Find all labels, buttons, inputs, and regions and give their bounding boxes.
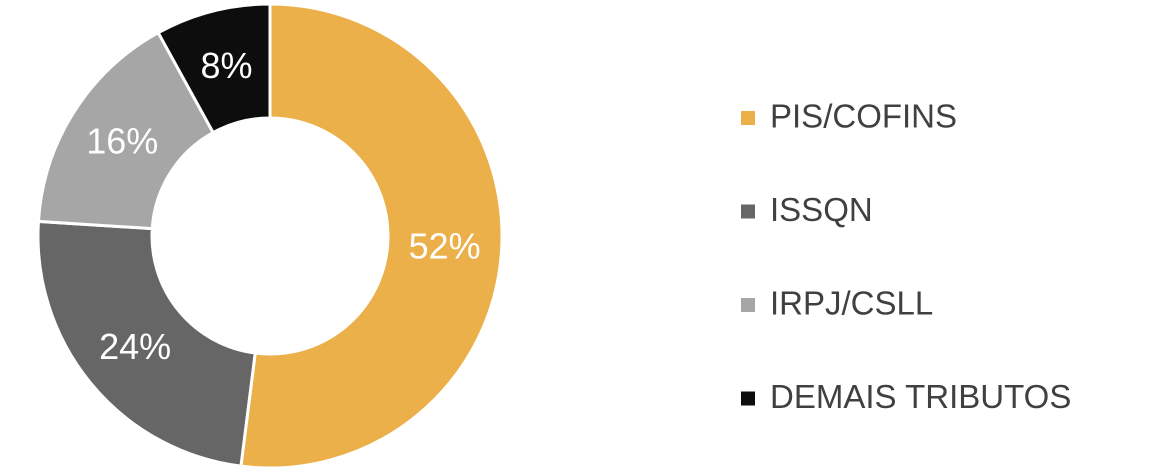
- legend-label: IRPJ/CSLL: [770, 285, 933, 322]
- donut-slice: [36, 30, 216, 231]
- donut-slice: [156, 2, 272, 135]
- value-label: 24%: [99, 326, 171, 367]
- legend-swatch: [741, 111, 755, 125]
- legend-label: PIS/COFINS: [770, 98, 957, 135]
- legend-swatch: [741, 391, 755, 406]
- donut-slice: [36, 219, 257, 468]
- legend-swatch: [741, 204, 755, 219]
- legend-label: ISSQN: [770, 191, 873, 228]
- value-label: 8%: [200, 45, 252, 86]
- legend-swatch: [741, 298, 755, 312]
- donut-slice: [239, 2, 504, 470]
- value-label: 52%: [409, 226, 481, 267]
- legend-label: DEMAIS TRIBUTOS: [770, 378, 1071, 415]
- value-label: 16%: [86, 121, 158, 162]
